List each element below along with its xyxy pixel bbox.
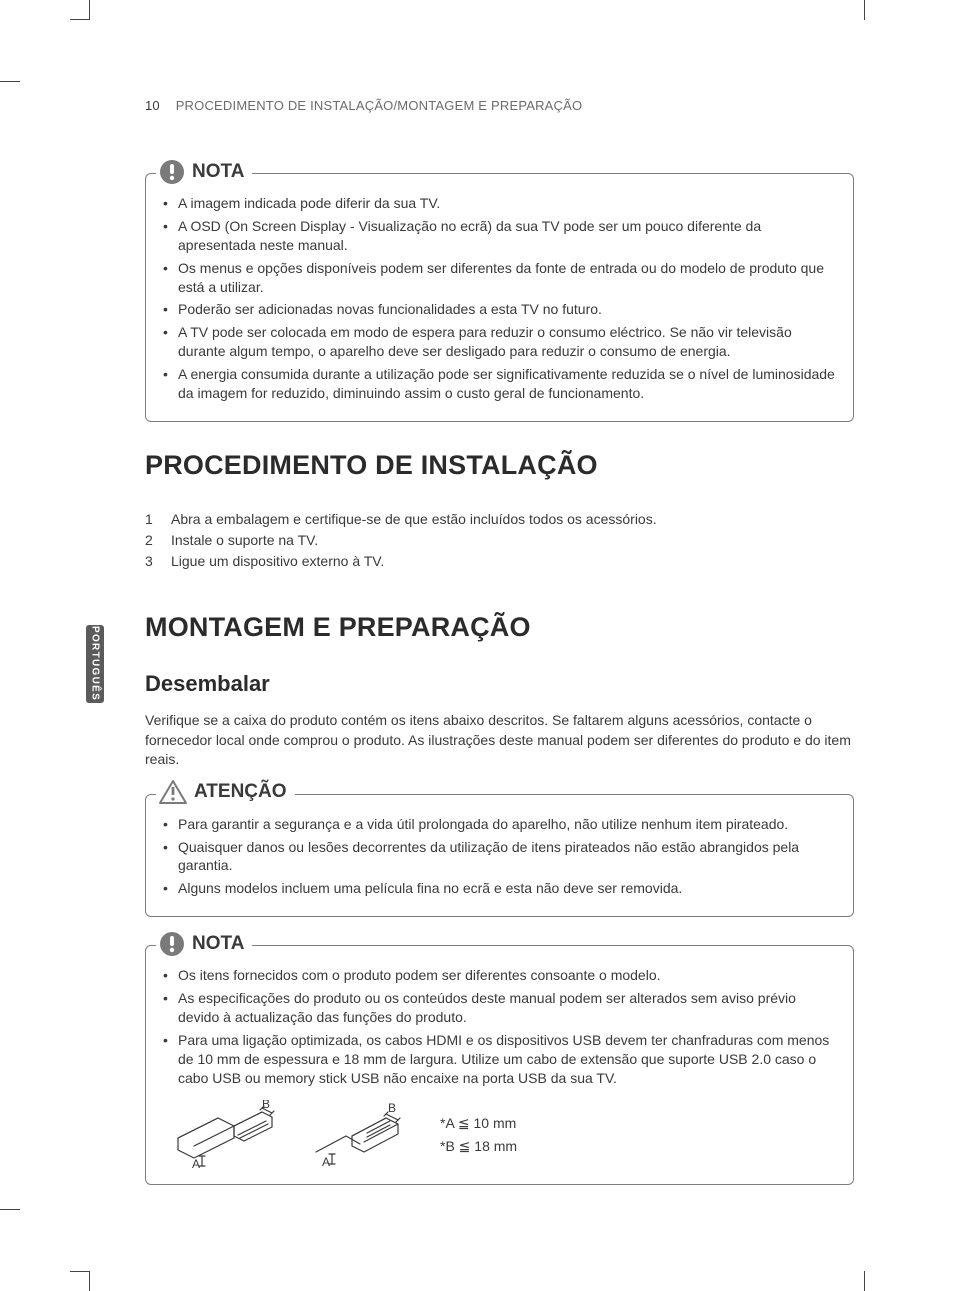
page-number: 10 bbox=[145, 98, 160, 113]
list-item: A OSD (On Screen Display - Visualização … bbox=[160, 217, 839, 255]
list-item: A energia consumida durante a utilização… bbox=[160, 365, 839, 403]
nota-label: NOTA bbox=[156, 158, 252, 186]
step-text: Instale o suporte na TV. bbox=[171, 530, 318, 551]
nota-list: Os itens fornecidos com o produto podem … bbox=[160, 966, 839, 1087]
info-icon bbox=[158, 158, 186, 186]
install-steps: 1Abra a embalagem e certifique-se de que… bbox=[145, 509, 854, 572]
list-item: Para uma ligação optimizada, os cabos HD… bbox=[160, 1031, 839, 1088]
dim-b-label: B bbox=[388, 1101, 396, 1115]
atencao-label: ATENÇÃO bbox=[156, 779, 295, 805]
crop-mark bbox=[864, 1271, 884, 1291]
section-title-install: PROCEDIMENTO DE INSTALAÇÃO bbox=[145, 450, 854, 481]
list-item: Alguns modelos incluem uma película fina… bbox=[160, 879, 839, 898]
dim-b-label: B bbox=[262, 1100, 270, 1111]
atencao-list: Para garantir a segurança e a vida útil … bbox=[160, 815, 839, 899]
list-item: Os itens fornecidos com o produto podem … bbox=[160, 966, 839, 985]
spec-b: *B ≦ 18 mm bbox=[440, 1135, 517, 1157]
usb-connector-icon: B A bbox=[312, 1100, 412, 1170]
hdmi-connector-icon: B A bbox=[174, 1100, 284, 1170]
list-item: Poderão ser adicionadas novas funcionali… bbox=[160, 300, 839, 319]
dim-a-label: A bbox=[192, 1157, 200, 1170]
list-item: Para garantir a segurança e a vida útil … bbox=[160, 815, 839, 834]
spec-a: *A ≦ 10 mm bbox=[440, 1112, 517, 1134]
subsection-title: Desembalar bbox=[145, 671, 854, 697]
list-item: As especificações do produto ou os conte… bbox=[160, 989, 839, 1027]
connector-diagram-row: B A bbox=[160, 1100, 839, 1170]
atencao-label-text: ATENÇÃO bbox=[194, 781, 287, 803]
header-text: PROCEDIMENTO DE INSTALAÇÃO/MONTAGEM E PR… bbox=[176, 98, 583, 113]
step-text: Ligue um dispositivo externo à TV. bbox=[171, 551, 384, 572]
running-header: 10 PROCEDIMENTO DE INSTALAÇÃO/MONTAGEM E… bbox=[145, 98, 854, 113]
crop-mark bbox=[864, 0, 884, 20]
crop-mark bbox=[70, 0, 90, 20]
body-paragraph: Verifique se a caixa do produto contém o… bbox=[145, 711, 854, 770]
nota-label-text: NOTA bbox=[192, 933, 244, 955]
warning-icon bbox=[158, 779, 188, 805]
list-item: 3Ligue um dispositivo externo à TV. bbox=[145, 551, 854, 572]
list-item: Os menus e opções disponíveis podem ser … bbox=[160, 259, 839, 297]
nota-label-text: NOTA bbox=[192, 161, 244, 183]
nota-callout: NOTA A imagem indicada pode diferir da s… bbox=[145, 173, 854, 422]
list-item: Quaisquer danos ou lesões decorrentes da… bbox=[160, 838, 839, 876]
atencao-callout: ATENÇÃO Para garantir a segurança e a vi… bbox=[145, 794, 854, 918]
section-title-assembly: MONTAGEM E PREPARAÇÃO bbox=[145, 612, 854, 643]
connector-specs: *A ≦ 10 mm *B ≦ 18 mm bbox=[440, 1112, 517, 1157]
language-tab: PORTUGUÊS bbox=[86, 625, 104, 703]
list-item: A TV pode ser colocada em modo de espera… bbox=[160, 323, 839, 361]
nota-callout: NOTA Os itens fornecidos com o produto p… bbox=[145, 945, 854, 1184]
list-item: 2Instale o suporte na TV. bbox=[145, 530, 854, 551]
list-item: 1Abra a embalagem e certifique-se de que… bbox=[145, 509, 854, 530]
crop-mark bbox=[0, 1209, 20, 1229]
list-item: A imagem indicada pode diferir da sua TV… bbox=[160, 194, 839, 213]
step-text: Abra a embalagem e certifique-se de que … bbox=[171, 509, 657, 530]
nota-list: A imagem indicada pode diferir da sua TV… bbox=[160, 194, 839, 403]
info-icon bbox=[158, 930, 186, 958]
nota-label: NOTA bbox=[156, 930, 252, 958]
crop-mark bbox=[0, 62, 20, 82]
crop-mark bbox=[70, 1271, 90, 1291]
dim-a-label: A bbox=[322, 1155, 330, 1169]
page-body: 10 PROCEDIMENTO DE INSTALAÇÃO/MONTAGEM E… bbox=[0, 0, 954, 1273]
